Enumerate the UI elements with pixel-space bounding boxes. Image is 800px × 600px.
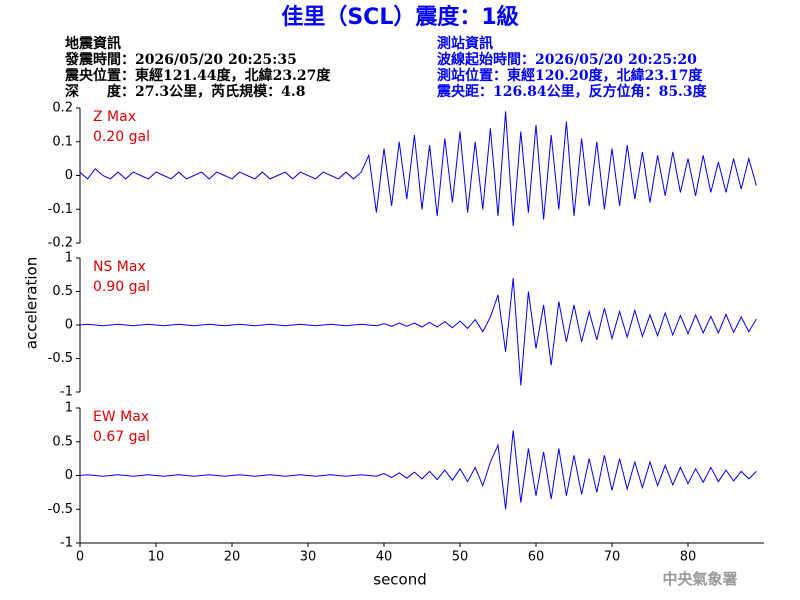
info-right: 波線起始時間：2026/05/20 20:25:20 — [437, 51, 697, 68]
info-left: 深 度：27.3公里，芮氏規模：4.8 — [65, 83, 305, 100]
info-left: 地震資訊 — [65, 35, 121, 52]
x-tick-label: 20 — [224, 550, 241, 565]
y-tick-label: -0.1 — [48, 202, 73, 217]
x-tick-label: 70 — [604, 550, 621, 565]
waveform — [79, 111, 757, 227]
watermark: 中央氣象署 — [662, 570, 737, 588]
y-tick-label: -1 — [60, 536, 73, 551]
y-tick-label: 0 — [65, 318, 73, 333]
y-tick-label: -0.5 — [48, 502, 73, 517]
y-tick-label: -1 — [60, 385, 73, 400]
y-tick-label: 1 — [65, 401, 73, 416]
x-tick-label: 0 — [76, 550, 84, 565]
x-tick-label: 60 — [528, 550, 545, 565]
annotation: NS Max — [93, 259, 146, 275]
waveform — [79, 278, 757, 386]
y-tick-label: 0.2 — [52, 101, 73, 116]
y-tick-label: 0.5 — [52, 284, 73, 299]
annotation: EW Max — [93, 409, 149, 425]
title: 佳里（SCL）震度：1級 — [281, 4, 518, 30]
x-axis-label: second — [373, 571, 427, 589]
x-tick-label: 10 — [148, 550, 165, 565]
info-right: 震央距：126.84公里，反方位角：85.3度 — [436, 83, 708, 100]
x-tick-label: 80 — [680, 550, 697, 565]
y-tick-label: 1 — [65, 251, 73, 266]
annotation: 0.67 gal — [93, 429, 150, 445]
y-tick-label: -0.5 — [48, 351, 73, 366]
y-tick-label: 0 — [65, 168, 73, 183]
x-tick-label: 30 — [300, 550, 317, 565]
annotation: 0.90 gal — [93, 279, 150, 295]
waveform — [79, 430, 757, 510]
y-axis-label: acceleration — [23, 257, 41, 349]
info-left: 震央位置：東經121.44度，北緯23.27度 — [64, 67, 331, 84]
y-tick-label: 0.5 — [52, 434, 73, 449]
x-tick-label: 40 — [376, 550, 393, 565]
y-tick-label: 0 — [65, 468, 73, 483]
annotation: Z Max — [93, 109, 136, 125]
info-right: 測站位置：東經120.20度，北緯23.17度 — [437, 67, 703, 84]
info-left: 發震時間：2026/05/20 20:25:35 — [64, 51, 297, 68]
y-tick-label: -0.2 — [48, 236, 73, 251]
annotation: 0.20 gal — [93, 129, 150, 145]
info-right: 測站資訊 — [437, 35, 493, 52]
y-tick-label: 0.1 — [52, 134, 73, 149]
x-tick-label: 50 — [452, 550, 469, 565]
